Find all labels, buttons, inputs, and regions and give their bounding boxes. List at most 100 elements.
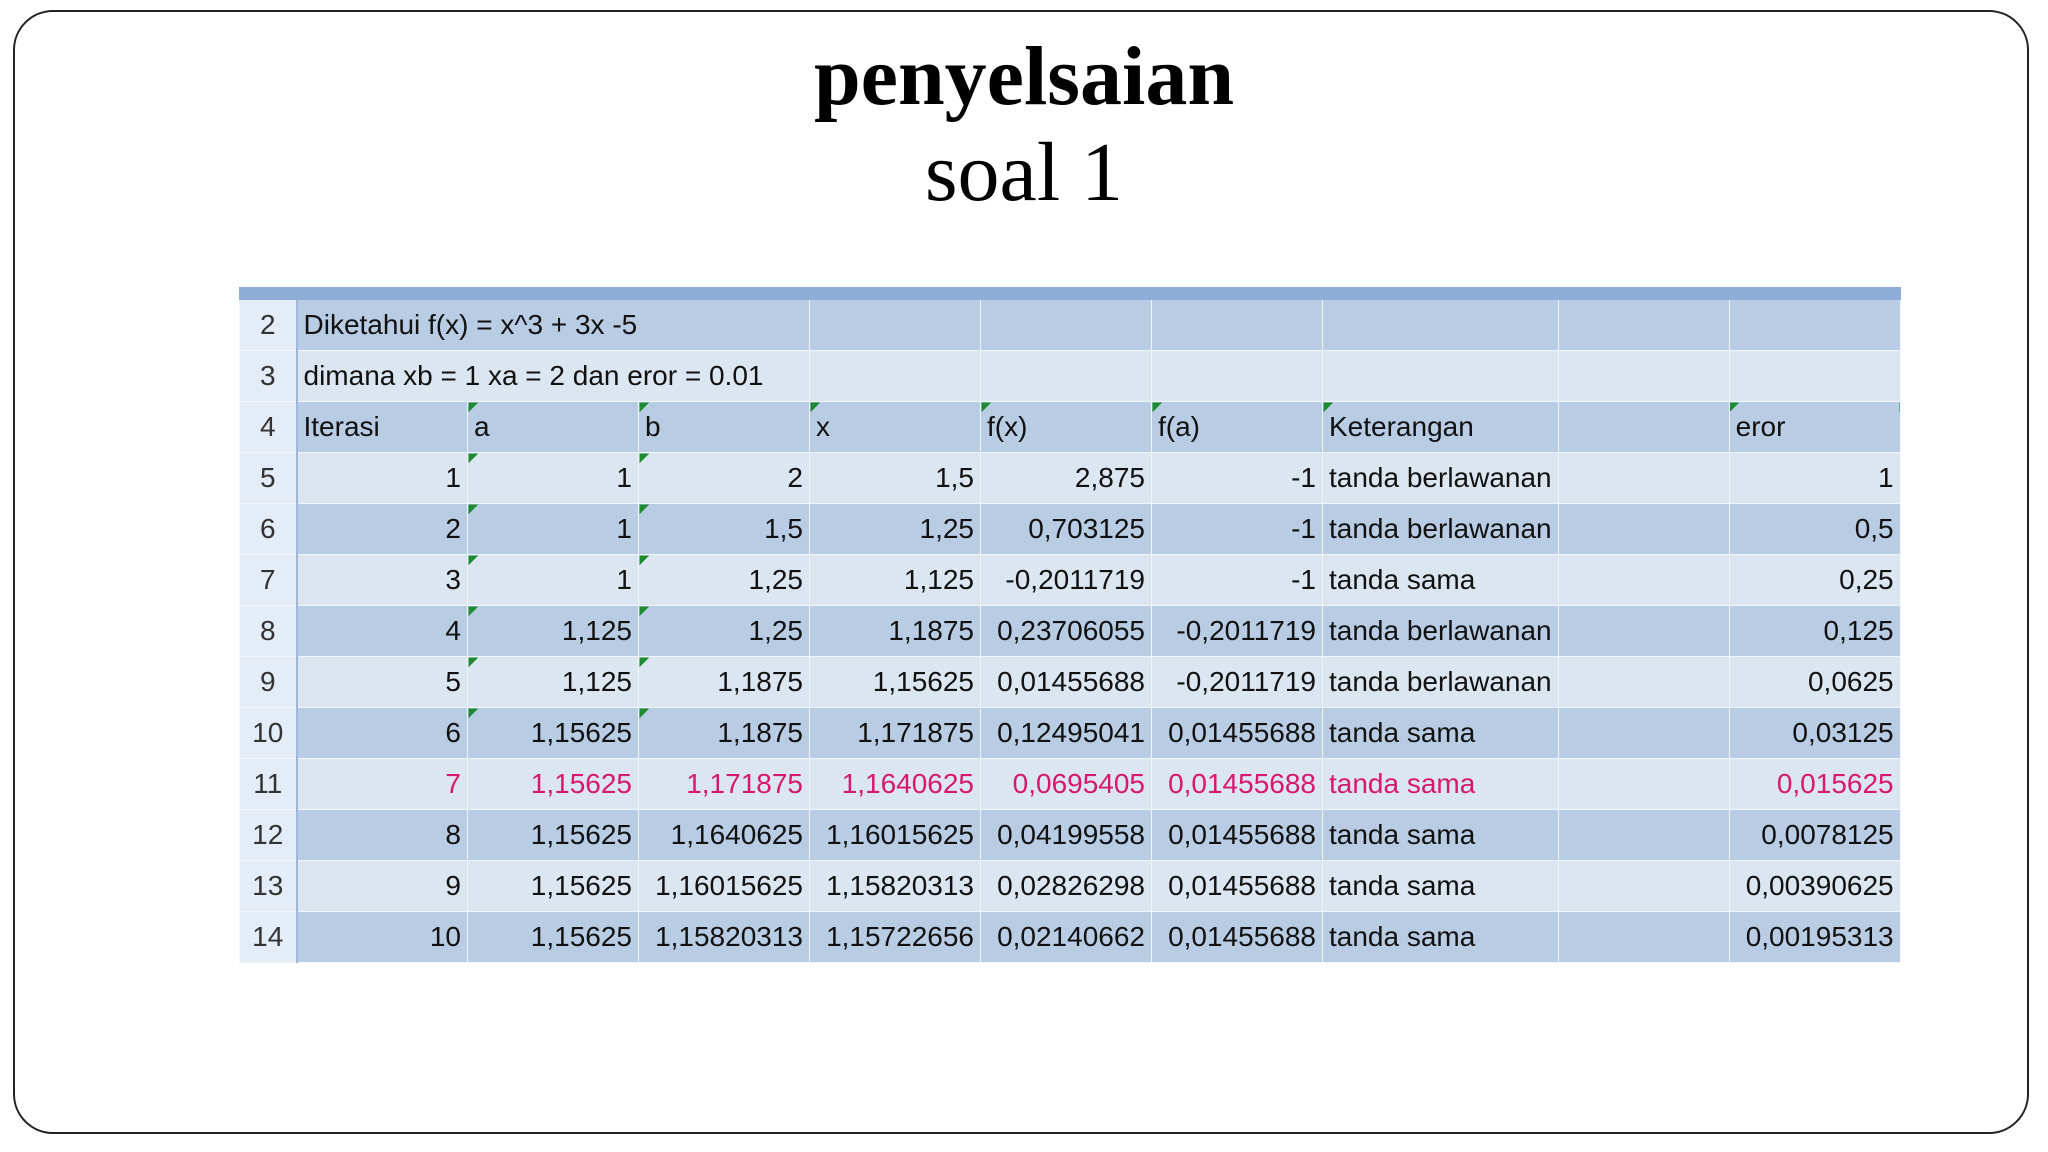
number-cell: 1,15722656: [809, 911, 981, 963]
empty-cell: [980, 293, 1152, 351]
number-cell: 0,01455688: [1151, 758, 1323, 810]
row-number: 2: [239, 293, 298, 351]
column-header: x: [809, 401, 981, 453]
number-cell: -1: [1151, 554, 1323, 606]
data-row: 11 7 1,15625 1,171875 1,1640625 0,0695405 0,01…: [239, 758, 1901, 810]
number-cell: 1: [296, 452, 468, 504]
row-number: 7: [239, 554, 298, 606]
row-number: 11: [239, 758, 298, 810]
number-cell: 1,125: [809, 554, 981, 606]
number-cell: 1: [467, 452, 639, 504]
number-cell: 0,02826298: [980, 860, 1152, 912]
number-cell: 0,04199558: [980, 809, 1152, 861]
slide-title: penyelsaian: [813, 30, 1235, 123]
slide-subtitle: soal 1: [924, 126, 1124, 219]
header-row: 4 Iterasi a b x f(x) f(a) Keterangan eror: [239, 401, 1901, 453]
data-row: 10 6 1,15625 1,1875 1,171875 0,12495041 0,0145…: [239, 707, 1901, 759]
number-cell: 0,5: [1728, 503, 1901, 555]
row-number: 6: [239, 503, 298, 555]
empty-cell: [1151, 350, 1323, 402]
number-cell: -0,2011719: [1151, 656, 1323, 708]
empty-cell: [1557, 911, 1730, 963]
spreadsheet: 2 Diketahui f(x) = x^3 + 3x -5 3 dimana xb …: [239, 287, 1901, 963]
row-number: 8: [239, 605, 298, 657]
empty-cell: [1322, 350, 1559, 402]
number-cell: 0,125: [1728, 605, 1901, 657]
number-cell: 1,25: [809, 503, 981, 555]
empty-cell: [1728, 350, 1901, 402]
number-cell: 8: [296, 809, 468, 861]
number-cell: 1,1640625: [809, 758, 981, 810]
row-number: 13: [239, 860, 298, 912]
empty-cell: [1322, 293, 1559, 351]
empty-cell: [1557, 809, 1730, 861]
number-cell: 0,23706055: [980, 605, 1152, 657]
data-row: 9 5 1,125 1,1875 1,15625 0,01455688 -0,2011719…: [239, 656, 1901, 708]
row-number: 5: [239, 452, 298, 504]
number-cell: 1,125: [467, 605, 639, 657]
number-cell: 0,03125: [1728, 707, 1901, 759]
empty-cell: [1557, 707, 1730, 759]
data-row: 7 3 1 1,25 1,125 -0,2011719 -1 tanda sama 0,25: [239, 554, 1901, 606]
empty-cell: [1728, 293, 1901, 351]
row-number: 12: [239, 809, 298, 861]
number-cell: 2,875: [980, 452, 1152, 504]
number-cell: 1,15820313: [638, 911, 810, 963]
number-cell: 0,0625: [1728, 656, 1901, 708]
status-cell: tanda sama: [1322, 809, 1559, 861]
status-cell: tanda berlawanan: [1322, 503, 1559, 555]
empty-cell: [809, 350, 981, 402]
empty-cell: [1151, 293, 1323, 351]
number-cell: 2: [638, 452, 810, 504]
sheet-row: 3 dimana xb = 1 xa = 2 dan eror = 0.01: [239, 350, 1901, 402]
number-cell: 1,1875: [638, 656, 810, 708]
number-cell: 0,25: [1728, 554, 1901, 606]
column-header: a: [467, 401, 639, 453]
number-cell: 0,02140662: [980, 911, 1152, 963]
row-number: 4: [239, 401, 298, 453]
number-cell: 1,171875: [809, 707, 981, 759]
status-cell: tanda berlawanan: [1322, 656, 1559, 708]
slide-frame: [13, 10, 2029, 1134]
number-cell: 0,0078125: [1728, 809, 1901, 861]
number-cell: 1,16015625: [638, 860, 810, 912]
row-number: 9: [239, 656, 298, 708]
number-cell: 0,01455688: [1151, 911, 1323, 963]
number-cell: 1,15625: [467, 758, 639, 810]
number-cell: 9: [296, 860, 468, 912]
number-cell: 0,015625: [1728, 758, 1901, 810]
empty-cell: [1557, 503, 1730, 555]
number-cell: -1: [1151, 503, 1323, 555]
data-row: 12 8 1,15625 1,1640625 1,16015625 0,04199558 0…: [239, 809, 1901, 861]
empty-cell: [1557, 860, 1730, 912]
status-cell: tanda berlawanan: [1322, 452, 1559, 504]
sheet-row: 2 Diketahui f(x) = x^3 + 3x -5: [239, 293, 1901, 351]
number-cell: 1: [467, 503, 639, 555]
status-cell: tanda sama: [1322, 707, 1559, 759]
row-number: 3: [239, 350, 298, 402]
number-cell: 4: [296, 605, 468, 657]
number-cell: 1,1640625: [638, 809, 810, 861]
number-cell: 1,1875: [638, 707, 810, 759]
number-cell: 1,5: [809, 452, 981, 504]
data-row: 14 10 1,15625 1,15820313 1,15722656 0,0214066…: [239, 911, 1901, 963]
empty-cell: [1557, 452, 1730, 504]
number-cell: 1,125: [467, 656, 639, 708]
status-cell: tanda sama: [1322, 860, 1559, 912]
empty-cell: [980, 350, 1152, 402]
column-header: f(a): [1151, 401, 1323, 453]
column-header: eror: [1728, 401, 1901, 453]
empty-cell: [1557, 605, 1730, 657]
number-cell: 0,01455688: [1151, 809, 1323, 861]
number-cell: 3: [296, 554, 468, 606]
note-cell: Diketahui f(x) = x^3 + 3x -5: [296, 293, 810, 351]
number-cell: -0,2011719: [1151, 605, 1323, 657]
number-cell: 1: [1728, 452, 1901, 504]
number-cell: 7: [296, 758, 468, 810]
note-cell: dimana xb = 1 xa = 2 dan eror = 0.01: [296, 350, 810, 402]
number-cell: 0,00390625: [1728, 860, 1901, 912]
number-cell: 0,00195313: [1728, 911, 1901, 963]
number-cell: 1,15625: [809, 656, 981, 708]
number-cell: 1,16015625: [809, 809, 981, 861]
number-cell: -0,2011719: [980, 554, 1152, 606]
